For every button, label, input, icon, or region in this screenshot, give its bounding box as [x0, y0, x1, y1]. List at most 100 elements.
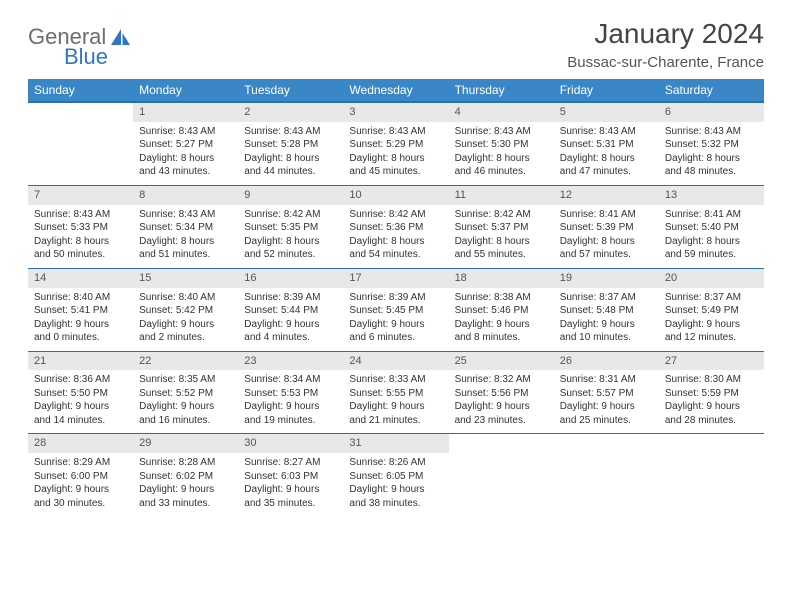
day-number: 25 — [449, 352, 554, 371]
calendar-cell: 17Sunrise: 8:39 AMSunset: 5:45 PMDayligh… — [343, 268, 448, 351]
daylight-text: Daylight: 9 hours — [34, 400, 127, 414]
sunrise-text: Sunrise: 8:40 AM — [139, 291, 232, 305]
sunset-text: Sunset: 5:50 PM — [34, 387, 127, 401]
daylight-text: Daylight: 9 hours — [139, 318, 232, 332]
day-content: Sunrise: 8:42 AMSunset: 5:37 PMDaylight:… — [449, 205, 554, 268]
day-content: Sunrise: 8:42 AMSunset: 5:36 PMDaylight:… — [343, 205, 448, 268]
day-content: Sunrise: 8:39 AMSunset: 5:44 PMDaylight:… — [238, 288, 343, 351]
sunrise-text: Sunrise: 8:43 AM — [560, 125, 653, 139]
daylight-text: and 59 minutes. — [665, 248, 758, 262]
daylight-text: and 50 minutes. — [34, 248, 127, 262]
daylight-text: and 21 minutes. — [349, 414, 442, 428]
calendar-cell: 27Sunrise: 8:30 AMSunset: 5:59 PMDayligh… — [659, 351, 764, 434]
sunrise-text: Sunrise: 8:42 AM — [455, 208, 548, 222]
daylight-text: and 43 minutes. — [139, 165, 232, 179]
daylight-text: Daylight: 8 hours — [665, 152, 758, 166]
sunrise-text: Sunrise: 8:42 AM — [349, 208, 442, 222]
sunrise-text: Sunrise: 8:32 AM — [455, 373, 548, 387]
sunset-text: Sunset: 5:29 PM — [349, 138, 442, 152]
day-content: Sunrise: 8:30 AMSunset: 5:59 PMDaylight:… — [659, 370, 764, 433]
calendar-row: 28Sunrise: 8:29 AMSunset: 6:00 PMDayligh… — [28, 434, 764, 516]
daylight-text: and 8 minutes. — [455, 331, 548, 345]
day-number: 14 — [28, 269, 133, 288]
sunset-text: Sunset: 5:49 PM — [665, 304, 758, 318]
calendar-row: 7Sunrise: 8:43 AMSunset: 5:33 PMDaylight… — [28, 185, 764, 268]
sunrise-text: Sunrise: 8:43 AM — [139, 208, 232, 222]
sunset-text: Sunset: 5:35 PM — [244, 221, 337, 235]
calendar-cell: 24Sunrise: 8:33 AMSunset: 5:55 PMDayligh… — [343, 351, 448, 434]
calendar-cell: 7Sunrise: 8:43 AMSunset: 5:33 PMDaylight… — [28, 185, 133, 268]
day-number: 21 — [28, 352, 133, 371]
sunrise-text: Sunrise: 8:33 AM — [349, 373, 442, 387]
daylight-text: Daylight: 8 hours — [139, 152, 232, 166]
calendar-body: 1Sunrise: 8:43 AMSunset: 5:27 PMDaylight… — [28, 102, 764, 516]
sunrise-text: Sunrise: 8:31 AM — [560, 373, 653, 387]
sunrise-text: Sunrise: 8:43 AM — [455, 125, 548, 139]
daylight-text: and 2 minutes. — [139, 331, 232, 345]
daylight-text: and 47 minutes. — [560, 165, 653, 179]
calendar-cell: 4Sunrise: 8:43 AMSunset: 5:30 PMDaylight… — [449, 102, 554, 185]
daylight-text: Daylight: 8 hours — [244, 152, 337, 166]
day-content: Sunrise: 8:43 AMSunset: 5:28 PMDaylight:… — [238, 122, 343, 185]
day-content: Sunrise: 8:29 AMSunset: 6:00 PMDaylight:… — [28, 453, 133, 516]
day-number: 2 — [238, 103, 343, 122]
header: GeneralBlue January 2024 Bussac-sur-Char… — [28, 18, 764, 71]
sunrise-text: Sunrise: 8:28 AM — [139, 456, 232, 470]
calendar-cell: 18Sunrise: 8:38 AMSunset: 5:46 PMDayligh… — [449, 268, 554, 351]
sunset-text: Sunset: 5:42 PM — [139, 304, 232, 318]
sunset-text: Sunset: 5:55 PM — [349, 387, 442, 401]
day-content: Sunrise: 8:32 AMSunset: 5:56 PMDaylight:… — [449, 370, 554, 433]
day-content: Sunrise: 8:43 AMSunset: 5:31 PMDaylight:… — [554, 122, 659, 185]
calendar-row: 1Sunrise: 8:43 AMSunset: 5:27 PMDaylight… — [28, 102, 764, 185]
sunrise-text: Sunrise: 8:42 AM — [244, 208, 337, 222]
sunrise-text: Sunrise: 8:43 AM — [665, 125, 758, 139]
calendar-cell: 30Sunrise: 8:27 AMSunset: 6:03 PMDayligh… — [238, 434, 343, 516]
daylight-text: Daylight: 9 hours — [349, 318, 442, 332]
daylight-text: Daylight: 9 hours — [349, 400, 442, 414]
daylight-text: Daylight: 9 hours — [244, 400, 337, 414]
logo-text-blue: Blue — [64, 44, 108, 70]
daylight-text: Daylight: 9 hours — [665, 318, 758, 332]
sunset-text: Sunset: 5:34 PM — [139, 221, 232, 235]
weekday-header-row: Sunday Monday Tuesday Wednesday Thursday… — [28, 79, 764, 102]
daylight-text: and 10 minutes. — [560, 331, 653, 345]
sunset-text: Sunset: 6:02 PM — [139, 470, 232, 484]
calendar-cell: 13Sunrise: 8:41 AMSunset: 5:40 PMDayligh… — [659, 185, 764, 268]
sunset-text: Sunset: 5:28 PM — [244, 138, 337, 152]
daylight-text: Daylight: 8 hours — [455, 152, 548, 166]
day-number: 17 — [343, 269, 448, 288]
day-number: 16 — [238, 269, 343, 288]
daylight-text: and 45 minutes. — [349, 165, 442, 179]
daylight-text: Daylight: 8 hours — [560, 235, 653, 249]
calendar-cell: 9Sunrise: 8:42 AMSunset: 5:35 PMDaylight… — [238, 185, 343, 268]
sunrise-text: Sunrise: 8:34 AM — [244, 373, 337, 387]
daylight-text: and 57 minutes. — [560, 248, 653, 262]
daylight-text: and 16 minutes. — [139, 414, 232, 428]
daylight-text: and 23 minutes. — [455, 414, 548, 428]
sunrise-text: Sunrise: 8:27 AM — [244, 456, 337, 470]
sunrise-text: Sunrise: 8:29 AM — [34, 456, 127, 470]
day-content: Sunrise: 8:35 AMSunset: 5:52 PMDaylight:… — [133, 370, 238, 433]
daylight-text: Daylight: 9 hours — [244, 483, 337, 497]
sunset-text: Sunset: 5:41 PM — [34, 304, 127, 318]
calendar-cell: 2Sunrise: 8:43 AMSunset: 5:28 PMDaylight… — [238, 102, 343, 185]
daylight-text: and 38 minutes. — [349, 497, 442, 511]
calendar-cell: 11Sunrise: 8:42 AMSunset: 5:37 PMDayligh… — [449, 185, 554, 268]
page: GeneralBlue January 2024 Bussac-sur-Char… — [0, 0, 792, 526]
sunrise-text: Sunrise: 8:41 AM — [560, 208, 653, 222]
calendar-cell: 19Sunrise: 8:37 AMSunset: 5:48 PMDayligh… — [554, 268, 659, 351]
day-content: Sunrise: 8:36 AMSunset: 5:50 PMDaylight:… — [28, 370, 133, 433]
calendar-cell: 29Sunrise: 8:28 AMSunset: 6:02 PMDayligh… — [133, 434, 238, 516]
day-content: Sunrise: 8:37 AMSunset: 5:49 PMDaylight:… — [659, 288, 764, 351]
day-number: 15 — [133, 269, 238, 288]
sunset-text: Sunset: 5:31 PM — [560, 138, 653, 152]
daylight-text: Daylight: 8 hours — [34, 235, 127, 249]
sunset-text: Sunset: 5:27 PM — [139, 138, 232, 152]
sunset-text: Sunset: 5:39 PM — [560, 221, 653, 235]
sunset-text: Sunset: 5:30 PM — [455, 138, 548, 152]
sunrise-text: Sunrise: 8:37 AM — [665, 291, 758, 305]
day-content: Sunrise: 8:26 AMSunset: 6:05 PMDaylight:… — [343, 453, 448, 516]
daylight-text: Daylight: 9 hours — [560, 318, 653, 332]
sunrise-text: Sunrise: 8:37 AM — [560, 291, 653, 305]
sunrise-text: Sunrise: 8:26 AM — [349, 456, 442, 470]
